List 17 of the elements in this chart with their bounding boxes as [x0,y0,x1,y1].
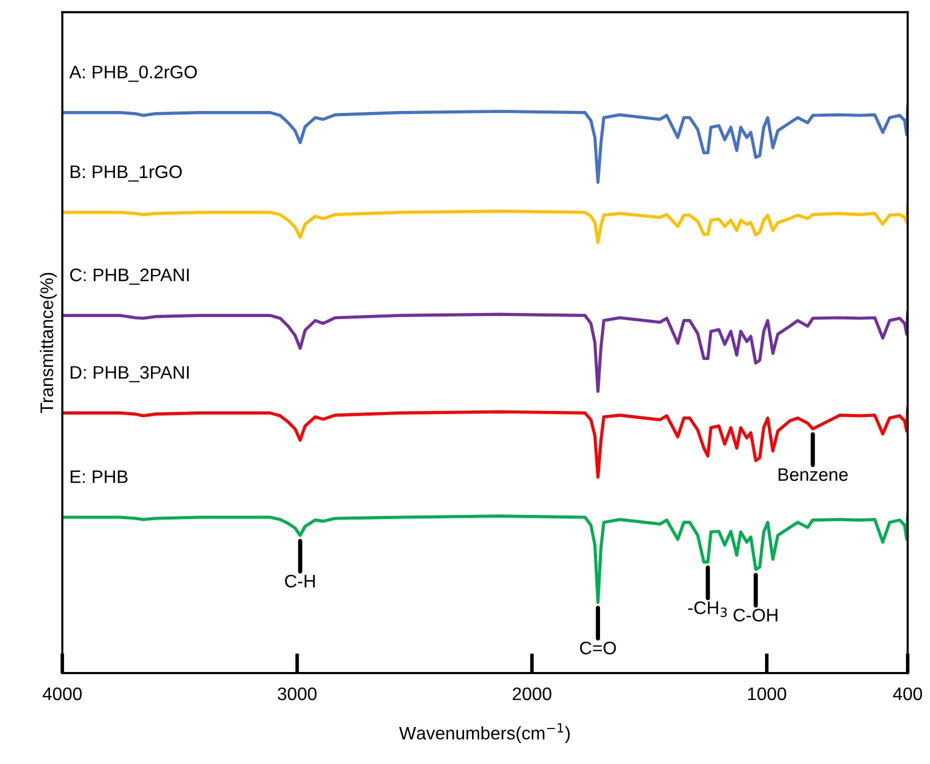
annotation: Benzene [778,468,848,481]
x-axis-title: Wavenumbers(cm$^{−1}$) [399,723,570,744]
annotation: -CH$_{3}$ [688,601,727,618]
x-tick-label: 4000 [42,687,82,700]
x-tick-label: 2000 [512,687,552,700]
annotation: C=O [580,642,616,654]
series-label: D: PHB_3PANI [70,366,189,382]
series-label: B: PHB_1rGO [70,165,182,182]
x-tick-label: 1000 [748,687,786,700]
annotation: C-OH [734,608,778,622]
x-tick-label: 400 [893,687,922,700]
series-label: C: PHB_2PANI [70,268,189,285]
y-axis-title: Transmittance(%) [40,272,57,414]
x-tick-label: 3000 [278,687,317,700]
annotation: C-H [285,574,315,588]
series-label: E: PHB [70,470,128,483]
series-label: A: PHB_0.2rGO [69,66,197,82]
